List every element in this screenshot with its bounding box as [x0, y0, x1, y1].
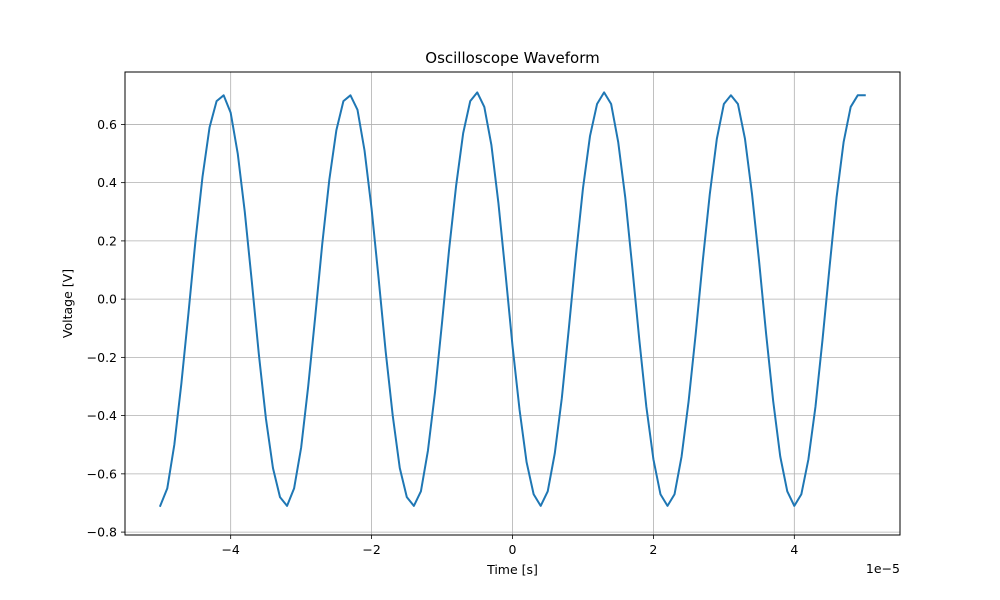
chart-title: Oscilloscope Waveform [425, 49, 599, 67]
grid-lines [125, 72, 900, 535]
x-tick-label: 2 [649, 542, 657, 557]
x-axis-offset-label: 1e−5 [866, 561, 900, 576]
x-tick-label: −2 [362, 542, 380, 557]
y-tick-label: −0.2 [87, 350, 117, 365]
ticks: −4 −2 0 2 4 −0.8 −0.6 −0.4 −0.2 0.0 0.2 0.4 0.6 [87, 117, 799, 557]
y-tick-label: 0.4 [97, 175, 117, 190]
y-tick-label: −0.4 [87, 408, 117, 423]
y-tick-label: −0.6 [87, 466, 117, 481]
waveform-line [158, 91, 866, 508]
y-axis-label: Voltage [V] [60, 269, 75, 338]
series-layer [158, 91, 866, 508]
x-tick-label: 4 [790, 542, 798, 557]
x-tick-label: 0 [509, 542, 517, 557]
y-tick-label: 0.6 [97, 117, 117, 132]
x-tick-label: −4 [221, 542, 239, 557]
x-axis-label: Time [s] [486, 562, 538, 577]
y-tick-label: 0.2 [97, 233, 117, 248]
y-tick-label: 0.0 [97, 292, 117, 307]
y-tick-label: −0.8 [87, 525, 117, 540]
